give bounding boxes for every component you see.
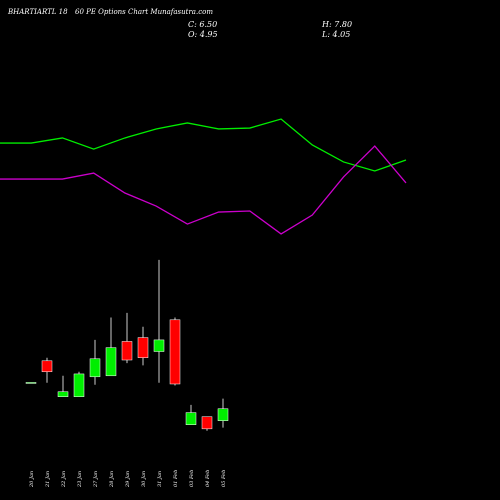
candle-body [41, 360, 53, 373]
title-right: 60 PE Options Chart Munafasutra.com [75, 8, 213, 16]
x-tick-label: 20 Jan [29, 471, 35, 488]
candle-body [185, 412, 197, 425]
x-tick-label: 21 Jan [45, 471, 51, 488]
title-left: BHARTIARTL 18 [7, 8, 68, 16]
indicator-line [0, 145, 407, 235]
x-tick-label: 03 Feb [189, 470, 195, 487]
candle-body [217, 408, 229, 421]
x-tick-label: 31 Jan [157, 471, 163, 487]
candle-body [153, 339, 165, 352]
high-label: H: 7.80 [321, 20, 352, 29]
low-label: L: 4.05 [321, 30, 350, 39]
candle-body [73, 373, 85, 397]
x-tick-label: 23 Jan [77, 471, 83, 488]
candle-body [57, 391, 69, 397]
candle-body [25, 382, 37, 384]
x-tick-label: 05 Feb [221, 470, 227, 487]
x-tick-label: 30 Jan [141, 471, 147, 487]
x-tick-label: 01 Feb [173, 470, 179, 487]
x-tick-label: 27 Jan [93, 471, 99, 488]
close-label: C: 6.50 [188, 20, 217, 29]
candle-body [169, 319, 181, 385]
candle-body [105, 347, 117, 377]
x-tick-label: 04 Feb [205, 470, 211, 487]
candle-body [121, 341, 133, 361]
candle-body [89, 358, 101, 378]
x-tick-label: 29 Jan [125, 471, 131, 488]
candle-body [137, 337, 149, 358]
candle-body [201, 416, 213, 430]
indicator-line [0, 118, 407, 172]
x-tick-label: 22 Jan [61, 471, 67, 488]
open-label: O: 4.95 [188, 30, 218, 39]
x-tick-label: 28 Jan [109, 471, 115, 488]
